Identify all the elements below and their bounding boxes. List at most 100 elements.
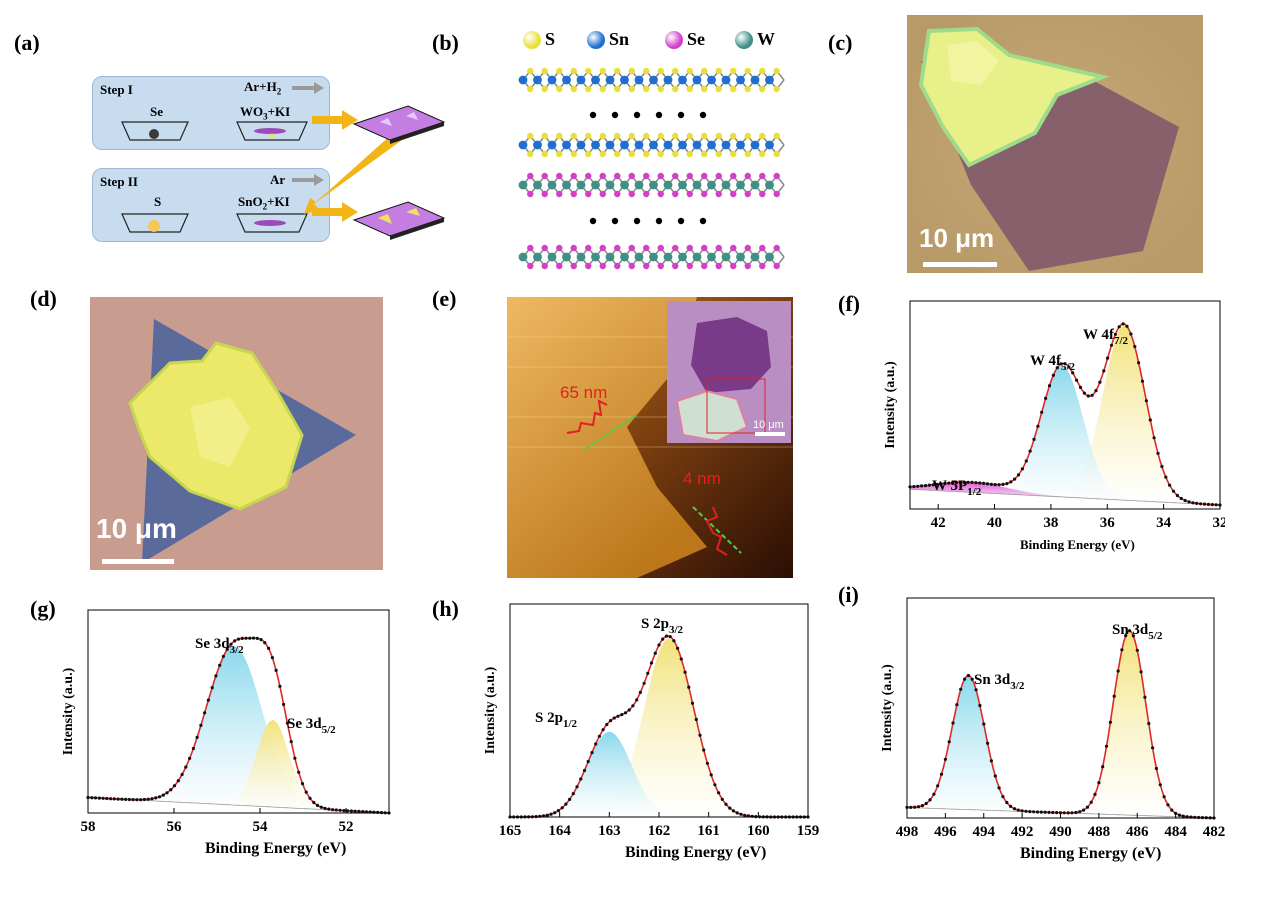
xps-spectrum-f: 42 40 38 36 34 32 Binding Energy (eV) Intensity… (883, 300, 1226, 552)
step-1-left-label: Se (150, 104, 163, 119)
peak-fill-1 (907, 675, 1214, 818)
data-point (709, 773, 713, 777)
data-point (1106, 356, 1110, 360)
data-point (966, 673, 970, 678)
data-point (947, 740, 951, 744)
data-point (165, 791, 169, 795)
plot-frame (87, 609, 390, 814)
sns2-layer-top (518, 67, 785, 93)
data-point (1028, 810, 1032, 814)
crucible-wo3 (236, 121, 308, 141)
legend-swatch-s (523, 31, 541, 49)
y-axis-label: Intensity (a.u.) (483, 666, 498, 754)
data-point (1117, 325, 1121, 329)
data-point (1024, 459, 1028, 463)
data-point (206, 698, 210, 702)
inset-scale-bar (755, 432, 785, 436)
data-point (920, 484, 924, 488)
x-tick-label: 165 (499, 823, 522, 839)
wse2-layer-interface (518, 172, 785, 198)
legend-label-se: Se (687, 29, 705, 49)
data-point (1001, 482, 1005, 486)
data-point (982, 481, 986, 485)
legend-label-s: S (545, 29, 556, 49)
profile-trace-4nm (705, 506, 728, 556)
data-point (157, 795, 162, 799)
data-point (142, 797, 146, 802)
data-point (1044, 396, 1048, 400)
peak-fill-1 (910, 366, 1220, 505)
data-point (278, 684, 282, 688)
afm-inset-optical: 10 μm (667, 301, 791, 443)
data-point (1113, 332, 1117, 336)
data-point (1009, 804, 1013, 808)
data-point (1166, 803, 1170, 807)
data-point (1195, 501, 1199, 505)
data-point (154, 796, 158, 800)
panel-label-g: (g) (30, 596, 56, 621)
data-point (120, 797, 124, 801)
data-point (928, 798, 932, 802)
panel-label-a: (a) (14, 30, 40, 55)
data-point (1001, 795, 1005, 799)
data-point (169, 788, 173, 792)
step-1-label: Step I (100, 82, 133, 97)
panel-a-schematic: Step I Ar+H2 Se WO3+KI Step II Ar S SnO2… (92, 76, 452, 246)
data-point (683, 670, 687, 674)
s-powder (148, 220, 160, 232)
data-point (687, 685, 691, 689)
data-point (1070, 811, 1074, 815)
data-point (1047, 810, 1051, 814)
data-point (664, 634, 669, 638)
legend-label-sn: Sn (609, 29, 630, 49)
afm-thick-region (507, 297, 707, 578)
data-point (963, 677, 967, 681)
data-point (1082, 391, 1086, 395)
peak-fill-0 (907, 630, 1214, 818)
x-tick-label: 164 (548, 823, 571, 839)
data-point (1202, 502, 1207, 506)
data-point (127, 797, 131, 802)
data-point (909, 805, 913, 809)
data-point (146, 797, 150, 801)
data-point (1191, 501, 1195, 505)
data-point (1074, 810, 1078, 815)
ellipsis-bottom (589, 217, 707, 225)
data-point (1101, 765, 1105, 769)
data-point (720, 797, 724, 801)
data-point (916, 805, 921, 809)
data-point (308, 796, 312, 800)
peak-annotation: Se 3d5/2 (287, 716, 336, 736)
data-point (263, 641, 267, 645)
data-point (1005, 800, 1009, 805)
data-point (274, 668, 278, 672)
data-point (586, 759, 590, 764)
data-point (1020, 809, 1024, 813)
data-point (229, 642, 233, 646)
data-point (1133, 344, 1137, 349)
process-arrow-2 (312, 202, 358, 222)
data-point (1170, 808, 1174, 812)
data-point (920, 804, 924, 808)
y-axis-label: Intensity (a.u.) (61, 667, 76, 755)
step-1-gas: Ar+H2 (244, 79, 282, 97)
y-axis-label: Intensity (a.u.) (883, 361, 898, 449)
data-point (172, 784, 177, 788)
x-tick-label: 32 (1213, 515, 1226, 531)
data-point (717, 791, 721, 795)
x-axis-label: Binding Energy (eV) (205, 840, 346, 857)
x-tick-label: 490 (1049, 824, 1072, 840)
data-point (702, 748, 706, 752)
x-tick-label: 58 (81, 819, 96, 835)
height-label-4nm: 4 nm (683, 469, 721, 488)
scale-label-d: 10 μm (96, 513, 177, 544)
data-point (951, 721, 955, 725)
data-point (93, 796, 98, 800)
data-point (312, 800, 316, 805)
data-point (989, 482, 993, 486)
data-point (989, 759, 993, 763)
inset-purple-flake (691, 317, 771, 393)
data-point (233, 639, 237, 643)
data-point (270, 656, 274, 660)
data-point (199, 723, 203, 727)
